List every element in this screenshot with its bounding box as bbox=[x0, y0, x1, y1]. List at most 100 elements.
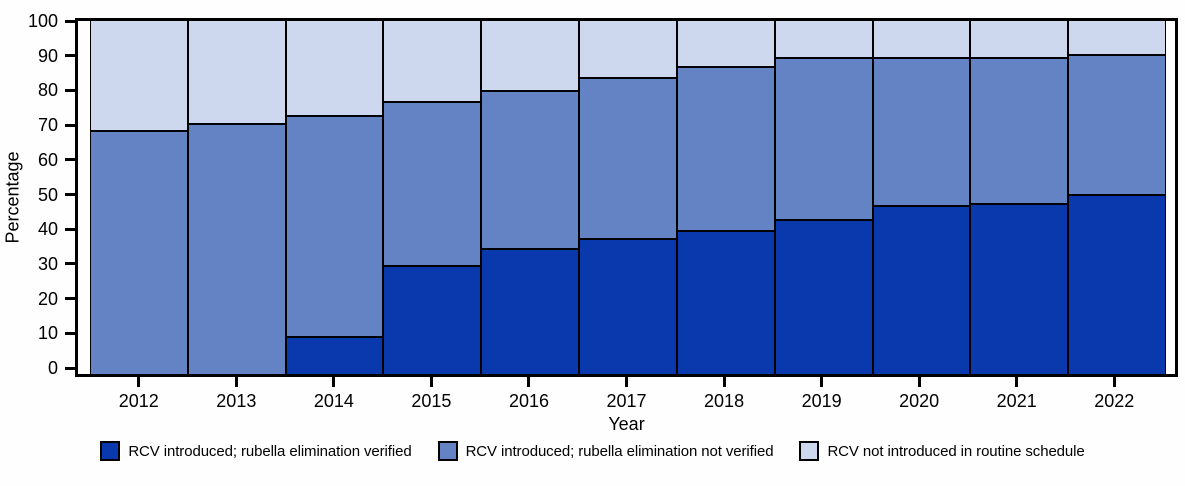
y-tick-80: 80 bbox=[38, 81, 75, 99]
x-tick-label: 2014 bbox=[313, 391, 354, 411]
bar-segment bbox=[677, 68, 774, 233]
legend: RCV introduced; rubella elimination veri… bbox=[0, 441, 1185, 461]
x-tick-label: 2018 bbox=[704, 391, 745, 411]
x-tick-2019: 2019 bbox=[773, 377, 871, 412]
bar-2015 bbox=[383, 21, 482, 374]
legend-label: RCV introduced; rubella elimination not … bbox=[465, 442, 774, 460]
bars-container bbox=[78, 21, 1175, 374]
y-tick-label: 20 bbox=[37, 288, 58, 309]
y-tick-label: 0 bbox=[47, 358, 58, 378]
legend-item: RCV not introduced in routine schedule bbox=[799, 441, 1085, 461]
y-tick-90: 90 bbox=[38, 47, 75, 65]
y-tick-label: 50 bbox=[37, 184, 58, 205]
bar-segment bbox=[971, 204, 1068, 374]
bar-segment bbox=[286, 21, 383, 118]
y-tick-mark bbox=[65, 262, 75, 266]
bar-2013 bbox=[187, 21, 286, 374]
bar-segment bbox=[482, 21, 579, 92]
bar-segment bbox=[482, 91, 579, 251]
bar-2017 bbox=[579, 21, 677, 374]
bar-segment bbox=[971, 21, 1068, 60]
bar-2022 bbox=[1068, 21, 1166, 374]
bar-segment bbox=[384, 266, 481, 374]
y-tick-label: 60 bbox=[37, 149, 58, 170]
bar-segment bbox=[286, 337, 383, 374]
legend-label: RCV introduced; rubella elimination veri… bbox=[128, 442, 412, 460]
y-tick-label: 70 bbox=[37, 115, 58, 136]
y-tick-50: 50 bbox=[38, 186, 75, 204]
y-tick-mark bbox=[65, 193, 75, 196]
bar-2012 bbox=[90, 21, 188, 374]
x-tick-2020: 2020 bbox=[870, 377, 968, 412]
y-tick-mark bbox=[65, 123, 75, 127]
bar-segment bbox=[775, 59, 872, 222]
y-tick-label: 40 bbox=[37, 219, 58, 240]
x-axis: 2012 2013 2014 2015 2016 2017 2018 2019 2020 2021… bbox=[90, 377, 1163, 412]
x-tick-label: 2017 bbox=[606, 391, 647, 411]
x-tick-mark bbox=[722, 377, 726, 387]
plot-area bbox=[75, 18, 1178, 377]
x-tick-mark bbox=[234, 377, 238, 387]
bar-segment bbox=[188, 21, 285, 125]
x-tick-mark bbox=[527, 377, 531, 387]
bar-segment bbox=[1069, 55, 1165, 196]
legend-label: RCV not introduced in routine schedule bbox=[827, 442, 1085, 460]
x-tick-mark bbox=[625, 377, 628, 387]
x-tick-label: 2019 bbox=[801, 391, 842, 411]
bar-segment bbox=[91, 131, 187, 374]
y-tick-60: 60 bbox=[38, 151, 75, 169]
bar-segment bbox=[384, 21, 481, 103]
x-tick-label: 2021 bbox=[996, 391, 1037, 411]
y-tick-label: 80 bbox=[37, 80, 58, 101]
bar-segment bbox=[188, 124, 285, 374]
bar-segment bbox=[971, 59, 1068, 205]
x-tick-2012: 2012 bbox=[90, 377, 188, 412]
x-tick-mark bbox=[1112, 377, 1116, 387]
y-tick-label: 100 bbox=[27, 11, 58, 31]
bar-2019 bbox=[774, 21, 873, 374]
y-tick-100: 100 bbox=[28, 12, 75, 30]
bar-segment bbox=[677, 21, 774, 69]
x-tick-label: 2015 bbox=[411, 391, 452, 411]
x-tick-2021: 2021 bbox=[968, 377, 1066, 412]
y-tick-mark bbox=[65, 54, 75, 58]
x-tick-2013: 2013 bbox=[188, 377, 286, 412]
y-tick-mark bbox=[65, 297, 75, 301]
y-tick-label: 90 bbox=[37, 45, 58, 66]
bar-2020 bbox=[872, 21, 971, 374]
x-tick-mark bbox=[1015, 377, 1019, 387]
x-tick-mark bbox=[917, 377, 921, 387]
bar-segment bbox=[775, 221, 872, 374]
bar-segment bbox=[677, 232, 774, 374]
x-tick-mark bbox=[429, 377, 433, 387]
bar-segment bbox=[873, 206, 970, 374]
y-tick-10: 10 bbox=[38, 324, 75, 342]
bar-segment bbox=[384, 102, 481, 267]
x-tick-2022: 2022 bbox=[1065, 377, 1163, 412]
bar-segment bbox=[775, 21, 872, 60]
x-tick-2017: 2017 bbox=[578, 377, 676, 412]
x-tick-2015: 2015 bbox=[383, 377, 481, 412]
y-tick-20: 20 bbox=[38, 290, 75, 308]
x-axis-title: Year bbox=[608, 414, 645, 434]
y-tick-mark bbox=[65, 227, 75, 231]
y-axis: 0 10 20 30 40 50 60 70 80 90 100 bbox=[0, 12, 75, 377]
x-tick-2018: 2018 bbox=[675, 377, 773, 412]
bar-segment bbox=[1069, 21, 1165, 56]
bar-segment bbox=[873, 21, 970, 60]
x-tick-label: 2016 bbox=[508, 391, 549, 411]
y-tick-label: 30 bbox=[37, 253, 58, 274]
x-tick-2016: 2016 bbox=[480, 377, 578, 412]
x-tick-mark bbox=[820, 377, 824, 387]
legend-swatch-icon bbox=[100, 441, 121, 461]
legend-item: RCV introduced; rubella elimination veri… bbox=[100, 441, 412, 461]
y-tick-40: 40 bbox=[38, 220, 75, 238]
bar-segment bbox=[580, 239, 676, 374]
x-tick-label: 2020 bbox=[899, 391, 940, 411]
x-tick-2014: 2014 bbox=[285, 377, 383, 412]
y-tick-30: 30 bbox=[38, 255, 75, 273]
x-tick-label: 2022 bbox=[1094, 391, 1135, 411]
legend-swatch-icon bbox=[437, 441, 458, 461]
x-tick-mark bbox=[137, 377, 141, 387]
